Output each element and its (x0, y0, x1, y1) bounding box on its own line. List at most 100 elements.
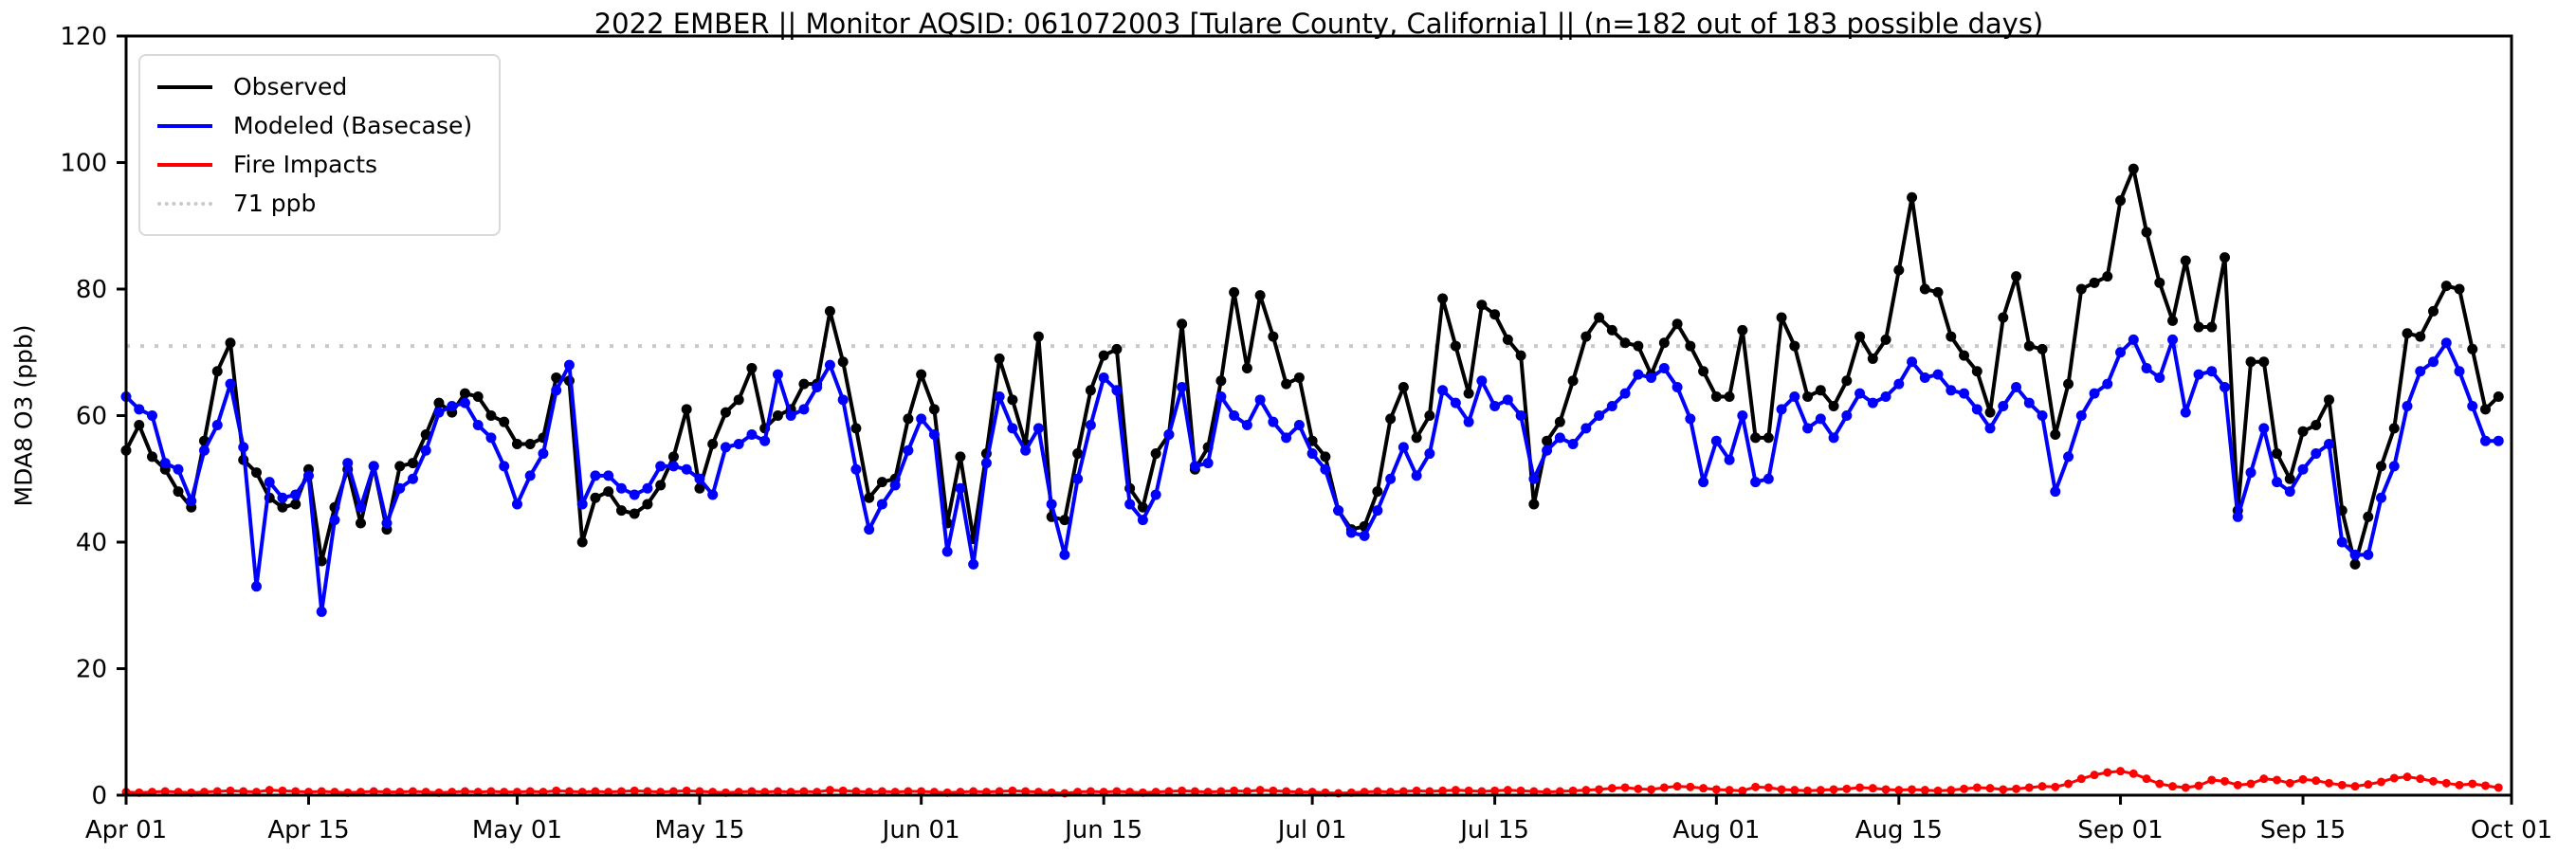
data-point (394, 482, 406, 494)
data-point (134, 420, 145, 431)
data-point (1515, 350, 1526, 361)
data-point (1059, 549, 1070, 560)
data-point (2324, 394, 2335, 406)
data-point (1268, 331, 1279, 342)
data-point (1893, 264, 1905, 276)
data-point (250, 581, 262, 592)
data-point (2388, 461, 2400, 472)
data-point (1189, 461, 1200, 472)
data-point (2075, 283, 2087, 295)
data-point (2467, 400, 2478, 411)
data-point (1789, 390, 1800, 402)
data-point (2440, 337, 2452, 349)
x-tick-label: Sep 01 (2077, 816, 2163, 844)
x-tick-label: Jun 15 (1063, 816, 1142, 844)
data-point (408, 787, 417, 796)
data-point (2245, 356, 2256, 368)
data-point (159, 458, 171, 469)
data-point (1020, 445, 1032, 456)
data-point (2233, 780, 2242, 789)
data-point (2440, 281, 2452, 292)
legend-label-observed: Observed (233, 73, 348, 100)
data-point (980, 458, 992, 469)
data-point (1489, 400, 1501, 411)
data-point (2051, 782, 2060, 791)
legend-item-observed: Observed (157, 67, 482, 106)
data-point (211, 366, 223, 377)
x-tick-label: Apr 01 (85, 816, 167, 844)
data-point (1515, 410, 1526, 421)
y-tick-label: 120 (60, 23, 107, 51)
data-point (1398, 787, 1408, 796)
data-point (1490, 786, 1500, 795)
data-point (1177, 318, 1188, 330)
data-point (1919, 283, 1930, 295)
data-point (316, 606, 327, 617)
data-point (1476, 375, 1488, 387)
data-point (1946, 385, 1957, 396)
data-point (746, 362, 758, 373)
data-point (146, 451, 157, 463)
data-point (1815, 413, 1826, 425)
data-point (2116, 767, 2126, 776)
data-point (2011, 271, 2022, 282)
data-point (2128, 334, 2139, 345)
data-point (173, 486, 184, 498)
data-point (1946, 331, 1957, 342)
data-point (2324, 439, 2335, 450)
data-point (368, 461, 379, 472)
data-point (2258, 356, 2270, 368)
data-point (917, 787, 926, 796)
data-point (1542, 435, 1553, 446)
data-point (1542, 445, 1553, 456)
data-point (551, 372, 562, 383)
x-tick-label: Oct 01 (2471, 816, 2552, 844)
data-point (2415, 366, 2426, 377)
legend-label-modeled: Modeled (Basecase) (233, 112, 473, 139)
data-point (394, 461, 406, 472)
data-point (798, 404, 810, 415)
data-point (2364, 780, 2373, 789)
data-point (2023, 340, 2035, 352)
data-point (1777, 785, 1786, 794)
y-tick-label: 80 (76, 276, 107, 304)
legend-label-fire: Fire Impacts (233, 151, 378, 178)
data-point (2311, 448, 2322, 460)
data-point (1672, 318, 1683, 330)
data-point (1959, 388, 1970, 399)
data-point (1567, 439, 1579, 450)
data-point (2103, 768, 2112, 777)
data-point (1725, 786, 1734, 795)
data-point (2011, 381, 2022, 392)
data-point (850, 463, 862, 475)
x-tick-label: Aug 15 (1855, 816, 1943, 844)
y-tick-label: 0 (91, 782, 107, 810)
data-point (538, 448, 549, 460)
data-point (1710, 435, 1722, 446)
data-point (2180, 407, 2191, 418)
data-point (1633, 340, 1644, 352)
data-point (277, 501, 288, 513)
data-point (355, 501, 366, 513)
data-point (2454, 283, 2465, 295)
data-point (1124, 499, 1136, 510)
data-point (1502, 394, 1513, 406)
data-point (1581, 786, 1591, 795)
data-point (2494, 783, 2503, 792)
data-point (2220, 252, 2231, 263)
data-point (1555, 787, 1564, 796)
data-point (1959, 350, 1970, 361)
y-tick-label: 40 (76, 529, 107, 557)
data-point (1841, 410, 1853, 421)
data-point (2167, 315, 2179, 326)
data-point (239, 787, 248, 796)
data-point (381, 517, 393, 529)
data-point (1985, 784, 1995, 793)
data-point (551, 385, 562, 396)
data-point (302, 470, 314, 481)
data-point (733, 439, 744, 450)
data-point (472, 420, 484, 431)
data-point (2311, 420, 2322, 431)
legend-label-threshold: 71 ppb (233, 190, 317, 217)
